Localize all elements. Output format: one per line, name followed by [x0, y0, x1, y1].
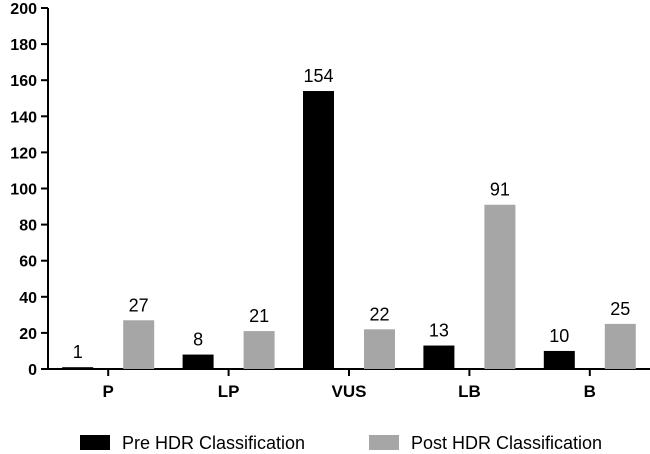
x-axis: P LP VUS LB B: [47, 368, 650, 401]
y-axis: 0 20 40 60 80 100 120 140 160 180 200: [10, 1, 49, 379]
y-tick-label: 120: [10, 145, 37, 162]
bar-post: [243, 331, 275, 369]
bar-post: [123, 320, 155, 369]
x-tick-label: P: [103, 382, 114, 401]
y-tick-label: 160: [10, 73, 37, 90]
data-label: 13: [429, 321, 449, 341]
y-tick-label: 180: [10, 37, 37, 54]
y-tick-label: 80: [19, 218, 37, 235]
bar-pre: [543, 350, 575, 369]
x-tick-label: LP: [218, 382, 240, 401]
y-tick-label: 40: [19, 290, 37, 307]
y-tick-label: 60: [19, 254, 37, 271]
y-tick-label: 100: [10, 182, 37, 199]
y-tick-label: 0: [28, 362, 37, 379]
bar-post: [604, 323, 636, 369]
bar-pre: [303, 91, 334, 369]
legend-swatch-pre: [80, 435, 110, 450]
bar-pre: [182, 354, 214, 369]
bar-pre: [423, 345, 455, 369]
legend: Pre HDR Classification Post HDR Classifi…: [80, 433, 602, 453]
x-tick-label: B: [584, 382, 596, 401]
data-label: 10: [549, 326, 569, 346]
x-tick-label: LB: [458, 382, 481, 401]
legend-label-pre: Pre HDR Classification: [122, 433, 305, 453]
y-tick-label: 140: [10, 109, 37, 126]
x-tick-label: VUS: [332, 382, 367, 401]
bar-pre: [62, 367, 94, 369]
data-label: 25: [610, 299, 630, 319]
bars: [62, 91, 636, 369]
data-label: 91: [490, 180, 510, 200]
y-tick-label: 20: [19, 326, 37, 343]
data-label: 27: [129, 295, 149, 315]
data-label: 21: [249, 306, 269, 326]
data-label: 22: [369, 304, 389, 324]
y-tick-label: 200: [10, 1, 37, 18]
bar-post: [484, 204, 516, 369]
legend-swatch-post: [369, 435, 399, 450]
data-label: 8: [193, 330, 203, 350]
data-label: 154: [303, 66, 333, 86]
data-label: 1: [73, 342, 83, 362]
legend-label-post: Post HDR Classification: [411, 433, 602, 453]
data-labels: 1 27 8 21 154 22 13 91 10 25: [73, 66, 631, 362]
bar-post: [364, 329, 395, 369]
